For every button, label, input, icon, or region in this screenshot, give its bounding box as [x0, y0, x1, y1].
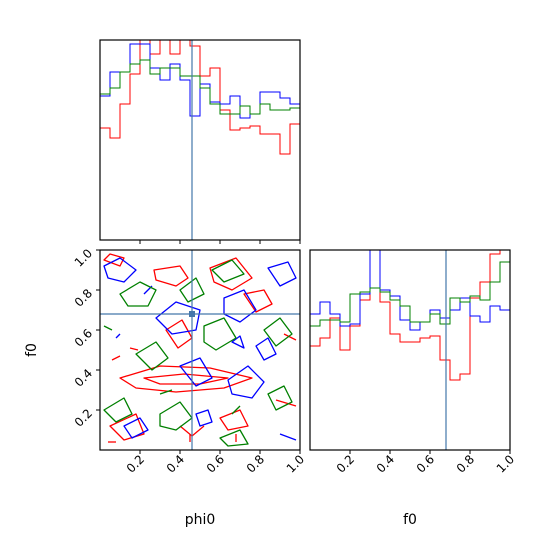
tick-label-x-phi0: 0.2	[124, 452, 147, 475]
contour-s0-1	[153, 265, 189, 287]
tick-label-x-f0: 0.2	[334, 452, 357, 475]
contour-s1-4	[227, 365, 265, 399]
tick-label-x-f0: 0.8	[454, 452, 477, 475]
contour-s1-3	[179, 357, 213, 387]
contour-s2-12	[103, 325, 113, 331]
contour-s0-6	[165, 319, 193, 349]
hist-f0-series-2	[310, 261, 510, 327]
contour-s2-7	[219, 429, 249, 447]
tick-label-x-f0: 0.4	[374, 452, 397, 475]
contour-s0-3	[143, 373, 229, 385]
contour-frame	[99, 249, 301, 451]
tick-label-y-f0: 0.2	[72, 406, 95, 429]
hist-phi0-series-0	[100, 39, 300, 155]
contour-s0-9	[275, 399, 297, 407]
contour-s2-11	[231, 405, 241, 415]
contour-s1-6	[123, 417, 149, 439]
contour-s2-1	[203, 317, 237, 351]
contour-s1-9	[231, 335, 245, 349]
contour-s2-9	[267, 385, 293, 411]
hist-phi0-frame	[99, 39, 301, 241]
tick-label-x-phi0: 1.0	[284, 452, 307, 475]
hist-phi0-series-2	[100, 59, 300, 115]
xlabel-phi0: phi0	[185, 512, 216, 528]
tick-label-y-f0: 0.8	[72, 286, 95, 309]
tick-label-y-f0: 0.6	[72, 326, 95, 349]
contour-s0-7	[109, 413, 145, 441]
truth-marker	[189, 311, 195, 317]
tick-label-x-phi0: 0.6	[204, 452, 227, 475]
tick-label-x-f0: 0.6	[414, 452, 437, 475]
tick-label-x-phi0: 0.8	[244, 452, 267, 475]
contour-s2-8	[179, 277, 205, 303]
contour-s2-3	[159, 401, 193, 431]
contour-s0-12	[129, 347, 139, 351]
contour-s2-2	[135, 341, 169, 371]
contour-s0-16	[283, 333, 297, 341]
contour-s1-7	[267, 261, 297, 287]
contour-s0-8	[219, 409, 249, 431]
tick-label-y-f0: 1.0	[72, 246, 95, 269]
hist-f0-frame	[309, 249, 511, 451]
contour-s1-12	[279, 433, 297, 441]
contour-s1-0	[103, 257, 137, 283]
tick-label-x-f0: 1.0	[494, 452, 517, 475]
contour-s1-1	[155, 301, 201, 335]
tick-label-y-f0: 0.4	[72, 366, 95, 389]
histogram-phi0-panel	[99, 39, 301, 241]
contour-s1-8	[255, 337, 277, 361]
contour-s1-10	[115, 333, 121, 339]
histogram-f0-panel	[309, 249, 511, 451]
contour-panel-phi0-f0	[99, 249, 301, 451]
hist-f0-series-0	[310, 249, 510, 381]
contour-s2-5	[211, 259, 245, 283]
ylabel-f0: f0	[24, 343, 40, 357]
contour-s1-2	[223, 289, 257, 323]
contour-s2-0	[119, 281, 157, 307]
contour-s2-6	[263, 317, 293, 347]
contour-s2-10	[159, 389, 173, 395]
contour-s1-5	[195, 409, 213, 427]
contour-s0-11	[111, 355, 121, 361]
contour-s0-5	[243, 289, 273, 313]
contour-lines	[103, 253, 297, 447]
hist-f0-series-1	[310, 249, 510, 331]
contour-s2-4	[103, 397, 133, 423]
tick-label-x-phi0: 0.4	[164, 452, 187, 475]
xlabel-f0: f0	[403, 512, 417, 528]
contour-s0-2	[119, 365, 253, 393]
contour-s0-0	[103, 253, 125, 267]
